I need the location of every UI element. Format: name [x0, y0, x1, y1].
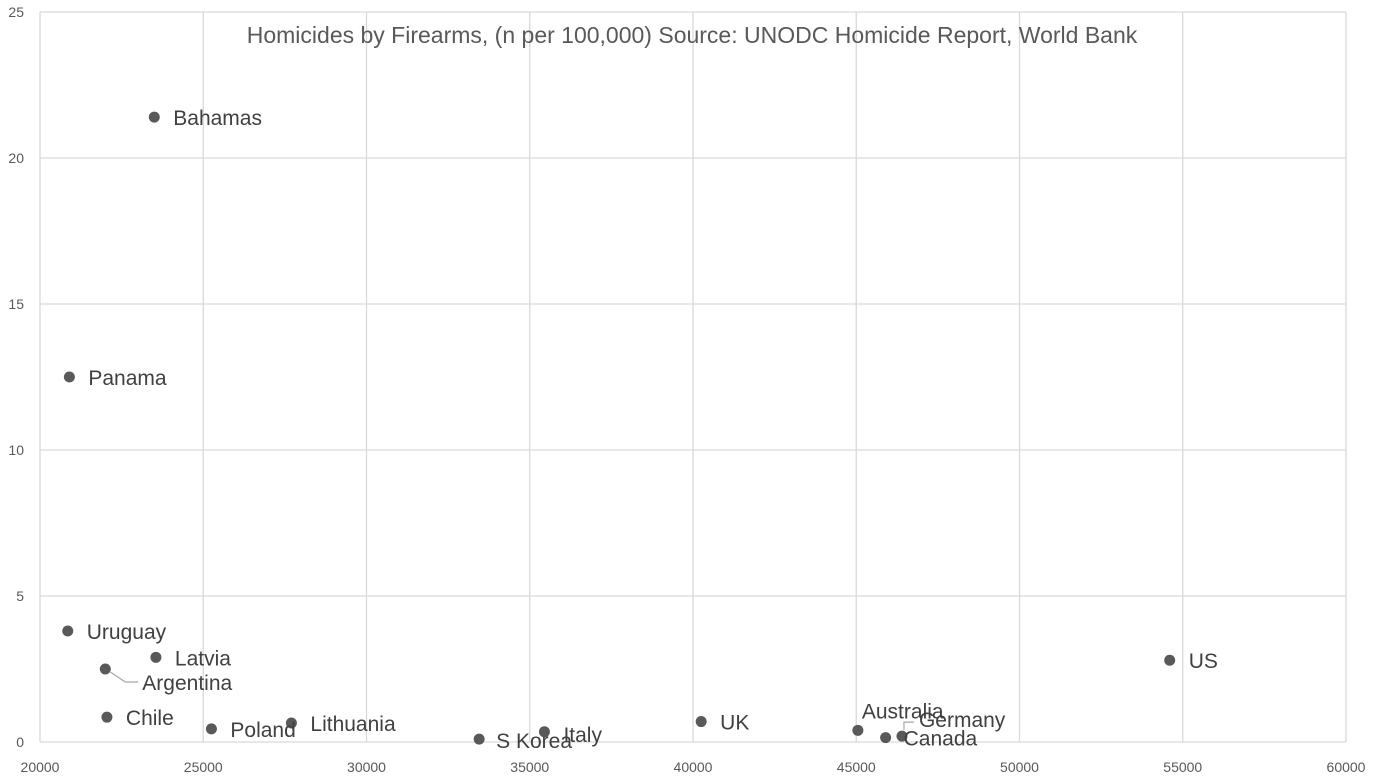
x-tick-label: 45000	[837, 759, 876, 775]
gridlines	[39, 11, 1347, 743]
axis-tick-labels: 20000 25000 30000 35000 40000 45000 50000 55000…	[8, 4, 1365, 775]
x-tick-label: 60000	[1327, 759, 1366, 775]
y-tick-label: 5	[16, 588, 24, 604]
y-tick-label: 15	[8, 296, 24, 312]
x-tick-label: 35000	[510, 759, 549, 775]
label-poland: Poland	[230, 719, 295, 742]
data-points	[62, 111, 1176, 745]
point-lithuania	[285, 717, 297, 729]
label-bahamas: Bahamas	[173, 107, 262, 130]
label-chile: Chile	[126, 707, 174, 730]
y-tick-label: 10	[8, 442, 24, 458]
x-tick-label: 55000	[1163, 759, 1202, 775]
point-uruguay	[62, 625, 74, 637]
label-uk: UK	[720, 712, 749, 735]
point-chile	[101, 711, 113, 723]
point-bahamas	[148, 111, 160, 123]
label-lithuania: Lithuania	[310, 713, 396, 736]
point-canada	[880, 732, 892, 744]
label-uruguay: Uruguay	[87, 621, 167, 644]
label-canada: Canada	[904, 728, 978, 751]
leader-germany	[903, 721, 914, 731]
point-argentina	[99, 663, 111, 675]
point-us	[1164, 654, 1176, 666]
point-latvia	[150, 651, 162, 663]
label-italy: Italy	[563, 724, 602, 747]
label-s-korea: S Korea	[496, 730, 572, 753]
y-tick-label: 0	[16, 734, 24, 750]
point-panama	[63, 371, 75, 383]
x-tick-label: 20000	[21, 759, 60, 775]
y-tick-label: 20	[8, 150, 24, 166]
label-panama: Panama	[88, 367, 167, 390]
point-italy	[538, 726, 550, 738]
leader-lines	[109, 671, 914, 731]
point-australia	[852, 724, 864, 736]
label-us: US	[1189, 650, 1218, 673]
point-s-korea	[473, 733, 485, 745]
point-poland	[205, 723, 217, 735]
label-latvia: Latvia	[175, 647, 231, 670]
label-australia: Australia	[862, 700, 944, 723]
x-tick-label: 25000	[184, 759, 223, 775]
point-germany	[896, 730, 908, 742]
leader-argentina	[109, 671, 139, 683]
x-tick-label: 30000	[347, 759, 386, 775]
point-uk	[695, 716, 707, 728]
x-tick-label: 40000	[674, 759, 713, 775]
label-germany: Germany	[919, 709, 1006, 732]
label-argentina: Argentina	[142, 672, 232, 695]
x-tick-label: 50000	[1000, 759, 1039, 775]
y-tick-label: 25	[8, 4, 24, 20]
chart-title: Homicides by Firearms, (n per 100,000) S…	[247, 22, 1138, 48]
